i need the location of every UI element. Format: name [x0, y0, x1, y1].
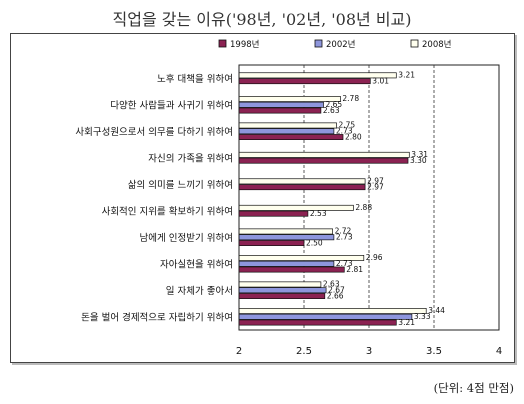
category-label: 다양한 사람들과 사귀기 위하여 [110, 99, 233, 111]
chart-frame: 1998년 2002년 2008년 3.21 3.01 2.78 2.65 2.63 2.75… [10, 33, 515, 363]
category-label: 삶의 의미를 느끼기 위하여 [128, 179, 233, 191]
category-label: 일 자체가 좋아서 [166, 286, 233, 297]
chart-title: 직업을 갖는 이유('98년, '02년, '08년 비교) [112, 10, 412, 29]
data-label: 2.73 [336, 259, 353, 268]
bar-1998년 [238, 319, 397, 326]
bar-2008년 [238, 204, 354, 211]
bar-1998년 [238, 134, 344, 140]
bar-1998년 [238, 210, 309, 217]
bar-2002년 [238, 128, 335, 135]
legend-label: 1998년 [230, 39, 259, 50]
bar-2008년 [238, 308, 427, 314]
bar-2008년 [238, 228, 333, 235]
bar-1998년 [238, 78, 371, 85]
data-label: 2.78 [342, 94, 359, 103]
data-label: 2.67 [328, 285, 345, 294]
data-label: 2.81 [346, 265, 363, 274]
category-label: 사회적인 지위를 확보하기 위하여 [102, 205, 233, 217]
data-label: 3.44 [428, 306, 445, 315]
data-label: 2.75 [339, 121, 356, 130]
bar-2008년 [238, 122, 337, 129]
x-tick-label: 2.5 [296, 346, 312, 357]
bar-2002년 [238, 287, 327, 294]
bar-1998년 [238, 184, 366, 191]
chart-legend: 1998년 2002년 2008년 [218, 39, 451, 50]
unit-note: (단위: 4점 만점) [433, 381, 514, 395]
bar-1998년 [238, 240, 305, 246]
legend-swatch-2002년 [314, 39, 323, 48]
bar-2008년 [238, 178, 366, 185]
bar-1998년 [238, 107, 322, 114]
data-label: 2.73 [336, 126, 353, 135]
data-label: 3.31 [411, 150, 428, 159]
x-tick-label: 3.5 [426, 346, 442, 357]
legend-swatch-1998년 [218, 39, 227, 48]
data-label: 2.65 [326, 100, 343, 109]
data-label: 2.97 [367, 177, 384, 186]
x-tick-label: 2 [236, 346, 242, 357]
category-label: 자아실현을 위하여 [160, 258, 233, 270]
data-label: 3.30 [410, 156, 427, 165]
bar-1998년 [238, 266, 345, 273]
data-label: 2.63 [323, 106, 340, 115]
bar-2002년 [238, 260, 335, 267]
category-label: 남에게 인정받기 위하여 [140, 232, 233, 244]
data-label: 3.21 [398, 71, 415, 80]
legend-swatch-2008년 [410, 39, 419, 48]
bar-1998년 [238, 293, 326, 300]
plot-area-border [238, 64, 500, 331]
legend-label: 2008년 [422, 39, 451, 50]
bar-1998년 [238, 157, 409, 164]
data-label: 2.63 [323, 280, 340, 289]
bar-chart: 1998년 2002년 2008년 3.213.012.782.652.632.75… [75, 39, 502, 357]
bar-2002년 [238, 313, 413, 320]
data-label: 2.50 [306, 238, 323, 247]
x-tick-label: 4 [496, 346, 502, 357]
category-label: 자신의 가족을 위하여 [148, 152, 233, 164]
bar-2008년 [238, 151, 410, 158]
data-label: 2.66 [327, 291, 344, 300]
bar-2008년 [238, 281, 322, 288]
data-label: 2.72 [335, 227, 352, 236]
x-tick-label: 3 [366, 346, 372, 357]
data-label: 2.73 [336, 232, 353, 241]
category-label: 노후 대책을 위하여 [157, 73, 233, 85]
data-label: 2.88 [355, 203, 372, 212]
data-label: 2.97 [367, 182, 384, 191]
category-label: 사회구성원으로서 의무를 다하기 위하여 [75, 126, 233, 138]
category-label: 돈을 벌어 경제적으로 자립하기 위하여 [81, 311, 233, 323]
bar-2002년 [238, 101, 324, 108]
chart-bars: 3.213.012.782.652.632.752.732.803.313.30… [238, 71, 445, 327]
data-label: 2.53 [310, 209, 327, 218]
data-label: 2.80 [345, 132, 362, 141]
legend-label: 2002년 [326, 39, 355, 50]
data-label: 2.96 [366, 253, 383, 262]
data-label: 3.01 [372, 76, 389, 85]
data-label: 3.33 [414, 312, 431, 321]
data-label: 3.21 [398, 318, 415, 327]
